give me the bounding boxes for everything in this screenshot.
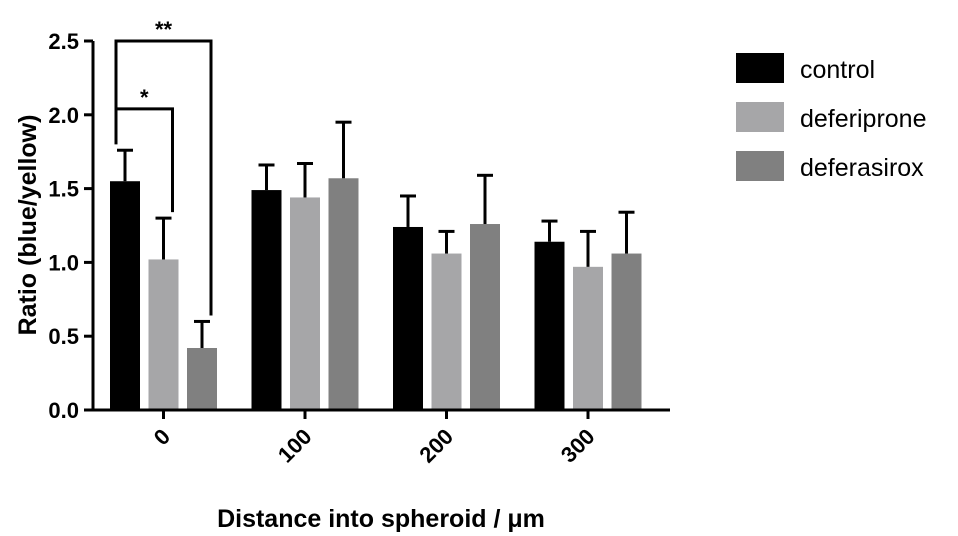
x-tick-label: 100 (273, 424, 317, 468)
error-bar-deferasirox-300 (618, 210, 635, 254)
y-tick-label: 2.0 (48, 103, 79, 128)
legend-label: deferiprone (800, 105, 926, 133)
bar-deferasirox-0 (187, 348, 217, 410)
error-bar-deferasirox-200 (477, 173, 493, 225)
legend-label: control (800, 56, 875, 84)
bar-control-200 (393, 226, 423, 410)
bar-deferiprone-300 (573, 266, 603, 410)
error-bars-layer (117, 120, 635, 349)
legend-item-deferiprone: deferiprone (736, 102, 926, 133)
bar-deferasirox-300 (611, 253, 642, 410)
x-ticks-layer: 0 100 200 300 (149, 410, 600, 467)
bars-layer (110, 178, 642, 410)
legend-label: deferasirox (800, 154, 924, 182)
bar-deferasirox-200 (470, 224, 500, 410)
legend-swatch (736, 102, 784, 132)
error-bar-deferiprone-0 (155, 216, 172, 260)
y-tick-label: 0.5 (48, 324, 79, 349)
significance-label: ** (155, 17, 173, 42)
legend-item-deferasirox: deferasirox (736, 151, 924, 182)
error-bar-deferiprone-200 (438, 229, 455, 254)
legend-swatch (736, 151, 784, 181)
legend-swatch (736, 53, 784, 83)
legend-item-control: control (736, 53, 875, 84)
y-ticks-layer: 0.0 0.5 1.0 1.5 2.0 2.5 (48, 29, 93, 423)
y-axis-title: Ratio (blue/yellow) (14, 115, 42, 336)
error-bar-deferasirox-0 (194, 319, 210, 349)
bar-control-100 (251, 190, 282, 410)
error-bar-deferasirox-100 (335, 120, 352, 179)
x-tick-label: 0 (149, 424, 175, 450)
bar-control-0 (110, 181, 140, 410)
error-bar-control-200 (400, 194, 416, 227)
error-bar-deferiprone-300 (580, 229, 596, 267)
x-tick-label: 300 (556, 424, 600, 468)
y-tick-label: 2.5 (48, 29, 79, 54)
significance-bracket: ** (114, 17, 213, 316)
bar-deferiprone-100 (290, 197, 320, 410)
y-tick-label: 1.5 (48, 177, 79, 202)
legend: control deferiprone deferasirox (736, 53, 926, 182)
error-bar-control-100 (258, 163, 275, 191)
axes-layer (91, 41, 670, 412)
error-bar-control-0 (117, 148, 133, 182)
x-axis-title: Distance into spheroid / μm (217, 505, 545, 533)
error-bar-control-300 (541, 219, 558, 242)
bar-deferiprone-200 (431, 253, 462, 410)
x-tick-label: 200 (414, 424, 458, 468)
y-tick-label: 1.0 (48, 250, 79, 275)
y-tick-label: 0.0 (48, 398, 79, 423)
significance-layer: *** (114, 17, 213, 316)
significance-label: * (140, 85, 149, 110)
bar-control-300 (534, 241, 565, 410)
error-bar-deferiprone-100 (297, 162, 313, 198)
bar-deferiprone-0 (148, 259, 179, 410)
bar-deferasirox-100 (328, 178, 359, 410)
